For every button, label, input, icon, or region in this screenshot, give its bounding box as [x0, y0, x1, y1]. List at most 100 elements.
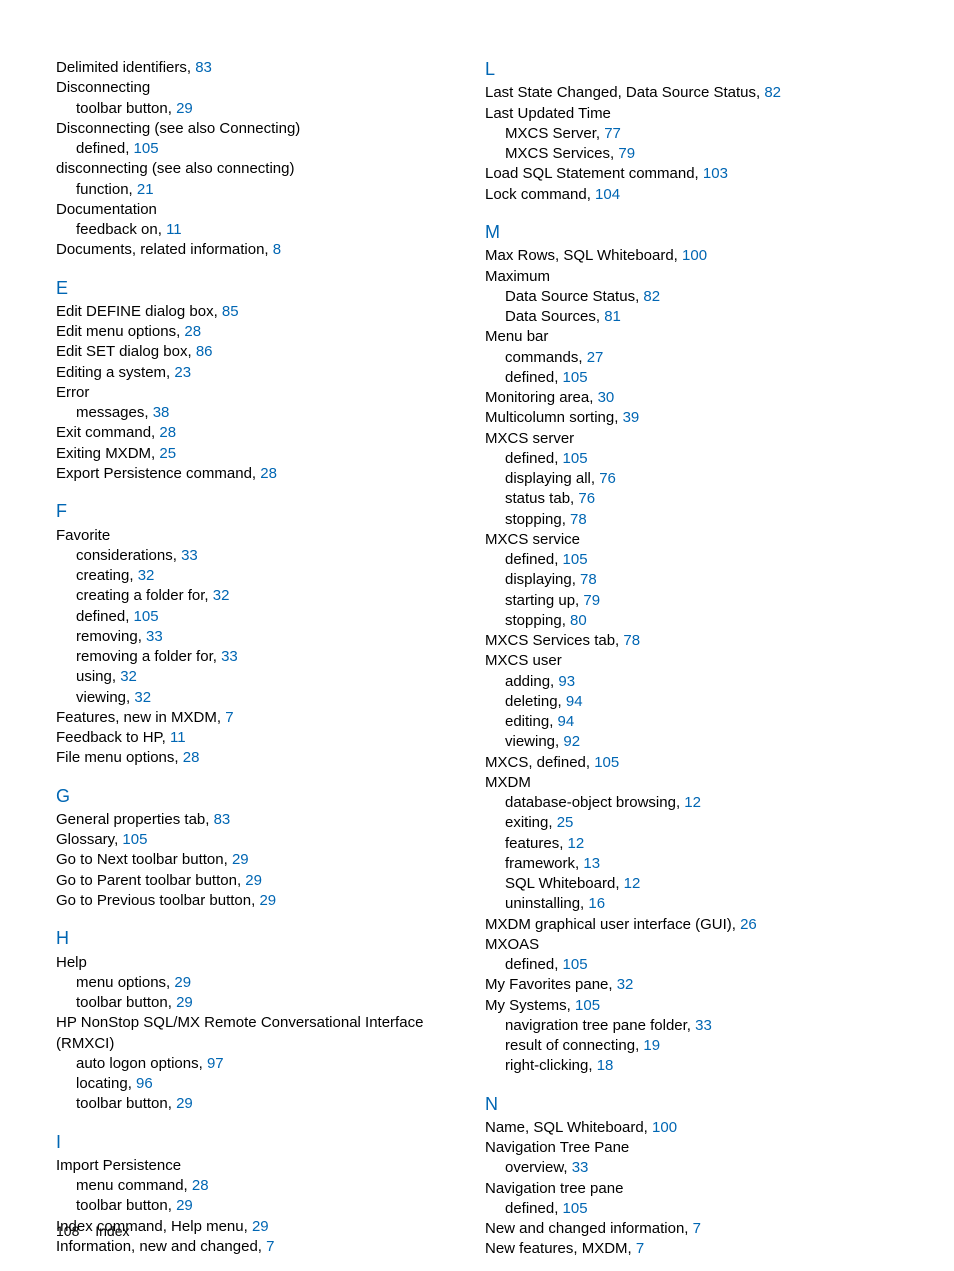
- index-page-link[interactable]: 103: [703, 165, 728, 182]
- index-page-link[interactable]: 28: [159, 424, 176, 441]
- index-page-link[interactable]: 29: [252, 1218, 269, 1235]
- index-page-link[interactable]: 7: [693, 1220, 701, 1237]
- index-page-link[interactable]: 81: [604, 308, 621, 325]
- index-page-link[interactable]: 18: [597, 1057, 614, 1074]
- index-page-link[interactable]: 94: [566, 693, 583, 710]
- index-page-link[interactable]: 38: [153, 404, 170, 421]
- index-entry: viewing, 92: [485, 732, 898, 752]
- index-page-link[interactable]: 76: [599, 470, 616, 487]
- index-page-link[interactable]: 83: [214, 811, 231, 828]
- index-entry-text: Help: [56, 954, 87, 971]
- index-page-link[interactable]: 28: [183, 749, 200, 766]
- index-entry-text: displaying all,: [505, 470, 599, 487]
- index-page-link[interactable]: 82: [643, 288, 660, 305]
- index-page-link[interactable]: 96: [136, 1075, 153, 1092]
- index-page-link[interactable]: 13: [583, 855, 600, 872]
- index-entry: New and changed information, 7: [485, 1219, 898, 1239]
- index-page-link[interactable]: 76: [578, 490, 595, 507]
- index-page-link[interactable]: 79: [583, 592, 600, 609]
- index-page-link[interactable]: 29: [176, 1095, 193, 1112]
- index-page-link[interactable]: 78: [570, 511, 587, 528]
- index-page-link[interactable]: 11: [170, 729, 186, 746]
- index-page-link[interactable]: 19: [643, 1037, 660, 1054]
- index-entry: Maximum: [485, 267, 898, 287]
- index-entry-text: Menu bar: [485, 328, 548, 345]
- index-page-link[interactable]: 21: [137, 181, 154, 198]
- index-entry-text: Last Updated Time: [485, 105, 611, 122]
- index-page-link[interactable]: 39: [623, 409, 640, 426]
- index-entry-text: SQL Whiteboard,: [505, 875, 624, 892]
- index-page-link[interactable]: 30: [598, 389, 615, 406]
- index-page-link[interactable]: 33: [181, 547, 198, 564]
- index-page-link[interactable]: 105: [134, 608, 159, 625]
- index-page-link[interactable]: 105: [134, 140, 159, 157]
- index-page-link[interactable]: 32: [617, 976, 634, 993]
- index-page-link[interactable]: 29: [232, 851, 249, 868]
- index-page-link[interactable]: 105: [563, 369, 588, 386]
- index-page-link[interactable]: 28: [184, 323, 201, 340]
- index-page-link[interactable]: 29: [176, 100, 193, 117]
- index-page-link[interactable]: 29: [176, 1197, 193, 1214]
- index-page-link[interactable]: 32: [120, 668, 137, 685]
- index-page-link[interactable]: 105: [575, 997, 600, 1014]
- index-page-link[interactable]: 105: [122, 831, 147, 848]
- index-page-link[interactable]: 16: [588, 895, 605, 912]
- index-page-link[interactable]: 82: [764, 84, 781, 101]
- index-page-link[interactable]: 12: [624, 875, 641, 892]
- index-entry-text: toolbar button,: [76, 100, 176, 117]
- index-page-link[interactable]: 32: [213, 587, 230, 604]
- index-page-link[interactable]: 104: [595, 186, 620, 203]
- index-page-link[interactable]: 83: [195, 59, 212, 76]
- index-page-link[interactable]: 7: [636, 1240, 644, 1257]
- index-page-link[interactable]: 92: [563, 733, 580, 750]
- index-page-link[interactable]: 97: [207, 1055, 224, 1072]
- index-page-link[interactable]: 105: [563, 551, 588, 568]
- index-page-link[interactable]: 33: [146, 628, 163, 645]
- index-page-link[interactable]: 100: [682, 247, 707, 264]
- index-page-link[interactable]: 29: [259, 892, 276, 909]
- index-page-link[interactable]: 12: [684, 794, 701, 811]
- index-page-link[interactable]: 79: [618, 145, 635, 162]
- index-page-link[interactable]: 80: [570, 612, 587, 629]
- index-page-link[interactable]: 29: [245, 872, 262, 889]
- index-page-link[interactable]: 100: [652, 1119, 677, 1136]
- index-page-link[interactable]: 105: [563, 1200, 588, 1217]
- index-page-link[interactable]: 78: [623, 632, 640, 649]
- index-page-link[interactable]: 86: [196, 343, 213, 360]
- index-page-link[interactable]: 105: [563, 956, 588, 973]
- index-page-link[interactable]: 85: [222, 303, 239, 320]
- index-entry: adding, 93: [485, 672, 898, 692]
- index-page-link[interactable]: 7: [266, 1238, 274, 1255]
- index-page-link[interactable]: 77: [604, 125, 621, 142]
- index-entry-text: Feedback to HP,: [56, 729, 170, 746]
- index-page-link[interactable]: 105: [563, 450, 588, 467]
- index-page-link[interactable]: 33: [572, 1159, 589, 1176]
- index-page-link[interactable]: 32: [138, 567, 155, 584]
- index-page-link[interactable]: 23: [174, 364, 191, 381]
- index-page-link[interactable]: 32: [134, 689, 151, 706]
- index-entry: right-clicking, 18: [485, 1056, 898, 1076]
- index-page-link[interactable]: 105: [594, 754, 619, 771]
- index-page-link[interactable]: 25: [557, 814, 574, 831]
- index-page-link[interactable]: 33: [695, 1017, 712, 1034]
- index-page-link[interactable]: 29: [174, 974, 191, 991]
- index-entry: File menu options, 28: [56, 748, 469, 768]
- index-page-link[interactable]: 29: [176, 994, 193, 1011]
- index-page-link[interactable]: 8: [273, 241, 281, 258]
- index-entry-text: General properties tab,: [56, 811, 214, 828]
- index-page-link[interactable]: 27: [587, 349, 604, 366]
- index-entry: defined, 105: [485, 1199, 898, 1219]
- index-page-link[interactable]: 26: [740, 916, 757, 933]
- index-page-link[interactable]: 28: [192, 1177, 209, 1194]
- index-page-link[interactable]: 28: [260, 465, 277, 482]
- index-page-link[interactable]: 12: [568, 835, 585, 852]
- index-page-link[interactable]: 93: [558, 673, 575, 690]
- index-page-link[interactable]: 11: [166, 221, 182, 238]
- index-page-link[interactable]: 78: [580, 571, 597, 588]
- index-page-link[interactable]: 33: [221, 648, 238, 665]
- index-section-letter: H: [56, 927, 469, 950]
- index-entry: Max Rows, SQL Whiteboard, 100: [485, 246, 898, 266]
- index-page-link[interactable]: 25: [159, 445, 176, 462]
- index-page-link[interactable]: 7: [225, 709, 233, 726]
- index-page-link[interactable]: 94: [558, 713, 575, 730]
